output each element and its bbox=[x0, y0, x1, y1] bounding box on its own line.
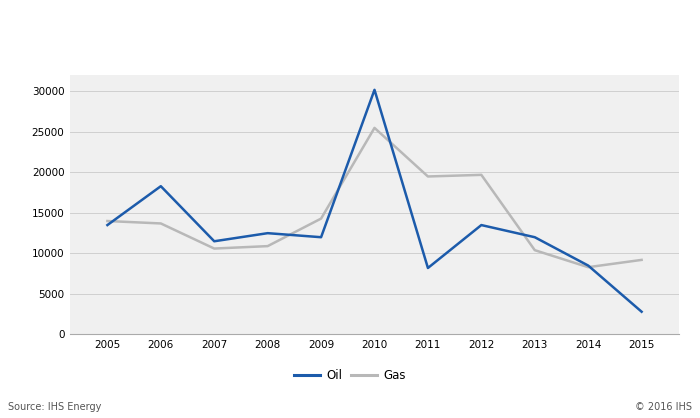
Line: Oil: Oil bbox=[107, 90, 642, 312]
Oil bbox=[157, 184, 165, 189]
Gas bbox=[210, 246, 218, 251]
Legend: Oil, Gas: Oil, Gas bbox=[289, 364, 411, 387]
Gas bbox=[424, 174, 432, 179]
Gas bbox=[477, 172, 486, 177]
Gas bbox=[103, 219, 111, 224]
Text: © 2016 IHS: © 2016 IHS bbox=[635, 402, 692, 412]
Text: Conventional Oil Volumes Found Annually Outside North America (million barrels o: Conventional Oil Volumes Found Annually … bbox=[8, 19, 684, 29]
Gas bbox=[584, 265, 592, 270]
Oil bbox=[584, 263, 592, 268]
Oil bbox=[103, 222, 111, 227]
Oil bbox=[317, 234, 326, 240]
Oil bbox=[210, 239, 218, 244]
Gas bbox=[370, 125, 379, 130]
Gas bbox=[263, 244, 272, 249]
Text: Source: IHS Energy: Source: IHS Energy bbox=[8, 402, 101, 412]
Gas bbox=[157, 221, 165, 226]
Oil bbox=[477, 222, 486, 227]
Oil bbox=[638, 309, 646, 314]
Gas bbox=[638, 257, 646, 263]
Line: Gas: Gas bbox=[107, 128, 642, 267]
Oil bbox=[531, 234, 539, 240]
Gas bbox=[317, 216, 326, 221]
Gas bbox=[531, 247, 539, 252]
Oil bbox=[370, 87, 379, 92]
Oil bbox=[263, 231, 272, 236]
Oil bbox=[424, 265, 432, 270]
